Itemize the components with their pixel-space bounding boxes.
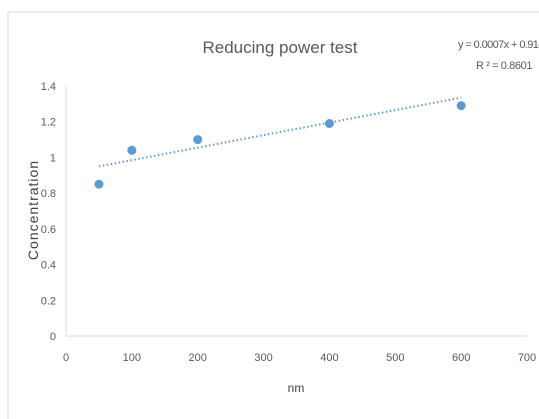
y-tick-label: 0: [50, 331, 56, 343]
trendline: [98, 96, 462, 168]
x-tick-label: 500: [386, 352, 404, 364]
tick-labels: 0 100 200 300 400 500 600 700 0 0.2 0.4 0.6 0.8 1 1.2 1…: [41, 81, 536, 364]
y-tick-label: 0.4: [41, 260, 56, 272]
x-axis-title: nm: [288, 381, 305, 395]
x-tick-label: 100: [123, 352, 141, 364]
y-tick-label: 1.2: [41, 117, 56, 129]
data-point: [324, 119, 334, 128]
chart-title: Reducing power test: [203, 38, 358, 57]
axes: [65, 86, 527, 337]
data-point: [193, 135, 203, 145]
y-tick-label: 1: [50, 152, 56, 164]
data-point: [456, 101, 466, 111]
data-points: [94, 101, 466, 189]
x-tick-label: 0: [63, 352, 69, 364]
x-tick-label: 400: [320, 352, 338, 364]
y-tick-label: 1.4: [41, 81, 56, 93]
data-point: [127, 145, 137, 155]
trendline-equation: y = 0.0007x + 0.9149: [458, 39, 539, 51]
chart-border: [7, 11, 539, 419]
trendline-r-squared: R ² = 0.8601: [476, 60, 532, 72]
y-tick-label: 0.8: [41, 188, 56, 200]
data-point: [94, 179, 104, 189]
y-axis-title: Concentration: [25, 160, 41, 260]
y-tick-label: 0.6: [41, 224, 56, 236]
x-tick-label: 200: [189, 352, 207, 364]
trendline-group: [98, 96, 462, 168]
x-tick-label: 700: [518, 352, 536, 364]
y-tick-label: 0.2: [41, 295, 56, 307]
x-tick-label: 600: [452, 352, 470, 364]
x-tick-label: 300: [254, 352, 272, 364]
